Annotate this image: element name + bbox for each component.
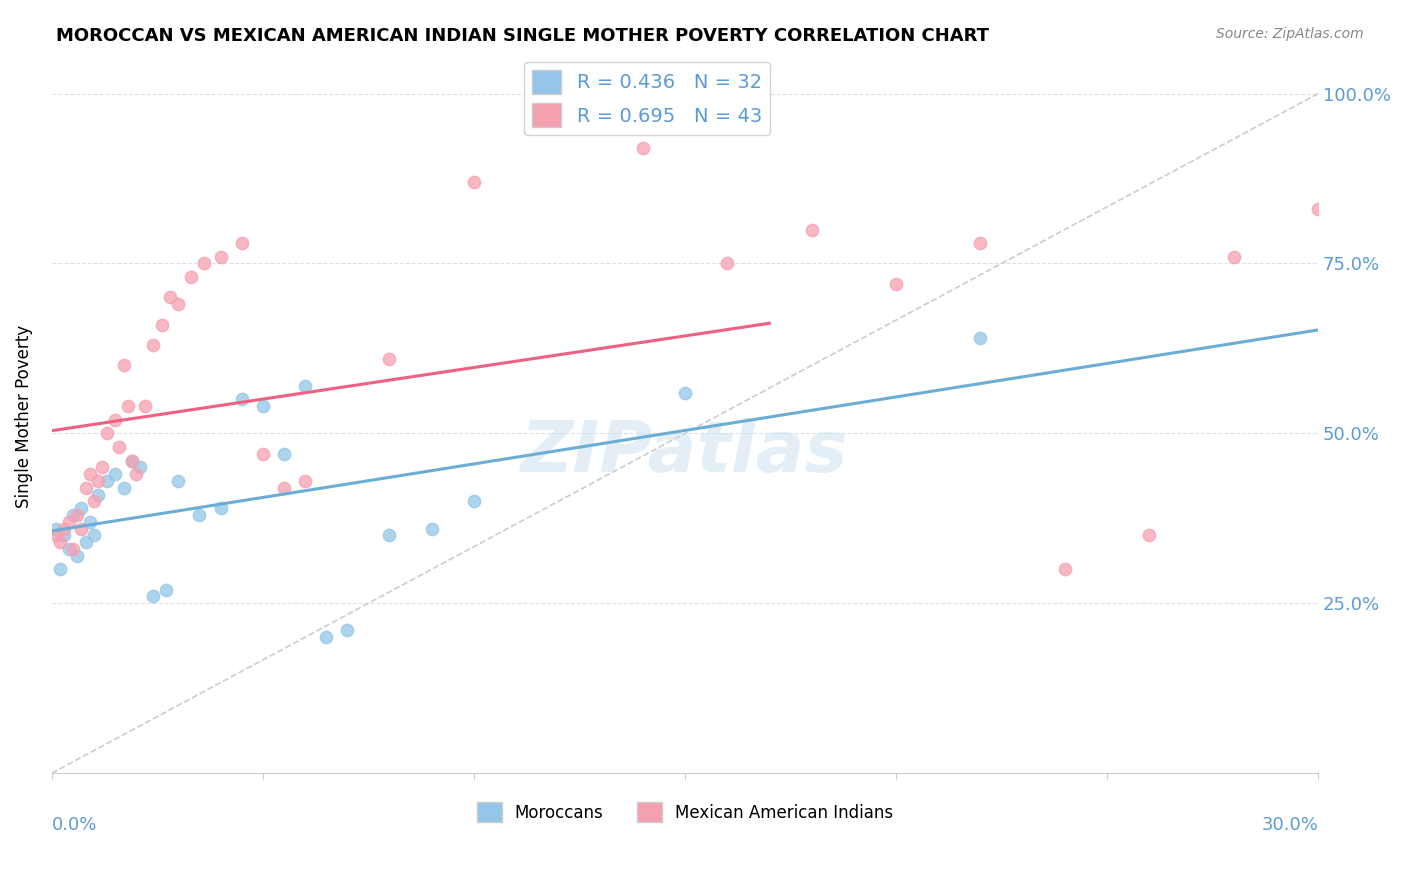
- Text: ZIPatlas: ZIPatlas: [522, 417, 849, 486]
- Point: [83, 494, 105, 508]
- Point: [209, 250, 232, 264]
- Text: 30.0%: 30.0%: [1261, 816, 1319, 834]
- Point: [167, 297, 190, 311]
- Point: [209, 501, 232, 516]
- Point: [96, 426, 118, 441]
- Point: [87, 474, 110, 488]
- Point: [45, 522, 67, 536]
- Text: Source: ZipAtlas.com: Source: ZipAtlas.com: [1216, 27, 1364, 41]
- Point: [121, 453, 143, 467]
- Point: [547, 107, 569, 121]
- Point: [463, 175, 485, 189]
- Point: [294, 474, 316, 488]
- Point: [58, 541, 80, 556]
- Point: [1137, 528, 1160, 542]
- Point: [49, 562, 72, 576]
- Point: [96, 474, 118, 488]
- Point: [117, 399, 139, 413]
- Point: [336, 624, 359, 638]
- Point: [112, 359, 135, 373]
- Point: [45, 528, 67, 542]
- Legend: Moroccans, Mexican American Indians: Moroccans, Mexican American Indians: [470, 796, 900, 829]
- Point: [70, 501, 93, 516]
- Point: [155, 582, 177, 597]
- Point: [62, 541, 84, 556]
- Point: [1308, 202, 1330, 216]
- Point: [159, 290, 181, 304]
- Point: [58, 515, 80, 529]
- Point: [142, 590, 165, 604]
- Point: [420, 522, 443, 536]
- Y-axis label: Single Mother Poverty: Single Mother Poverty: [15, 325, 32, 508]
- Point: [273, 481, 295, 495]
- Point: [631, 141, 654, 155]
- Point: [49, 535, 72, 549]
- Point: [969, 331, 991, 345]
- Point: [294, 379, 316, 393]
- Point: [112, 481, 135, 495]
- Text: MOROCCAN VS MEXICAN AMERICAN INDIAN SINGLE MOTHER POVERTY CORRELATION CHART: MOROCCAN VS MEXICAN AMERICAN INDIAN SING…: [56, 27, 990, 45]
- Point: [188, 508, 211, 522]
- Point: [121, 453, 143, 467]
- Point: [800, 222, 823, 236]
- Point: [83, 528, 105, 542]
- Point: [66, 508, 89, 522]
- Point: [167, 474, 190, 488]
- Point: [87, 487, 110, 501]
- Point: [70, 522, 93, 536]
- Point: [252, 399, 274, 413]
- Point: [129, 460, 152, 475]
- Point: [75, 535, 97, 549]
- Point: [716, 256, 738, 270]
- Point: [180, 270, 202, 285]
- Point: [1222, 250, 1244, 264]
- Point: [91, 460, 114, 475]
- Point: [193, 256, 215, 270]
- Point: [378, 351, 401, 366]
- Point: [125, 467, 148, 482]
- Point: [1053, 562, 1076, 576]
- Point: [463, 494, 485, 508]
- Point: [969, 236, 991, 251]
- Point: [673, 385, 696, 400]
- Point: [273, 447, 295, 461]
- Point: [252, 447, 274, 461]
- Point: [884, 277, 907, 291]
- Point: [104, 413, 127, 427]
- Point: [134, 399, 156, 413]
- Point: [66, 549, 89, 563]
- Text: 0.0%: 0.0%: [52, 816, 97, 834]
- Point: [75, 481, 97, 495]
- Point: [142, 338, 165, 352]
- Point: [315, 630, 337, 644]
- Point: [79, 515, 101, 529]
- Point: [108, 440, 131, 454]
- Point: [62, 508, 84, 522]
- Point: [79, 467, 101, 482]
- Point: [231, 236, 253, 251]
- Point: [231, 392, 253, 407]
- Point: [150, 318, 173, 332]
- Point: [53, 528, 76, 542]
- Point: [104, 467, 127, 482]
- Point: [53, 522, 76, 536]
- Point: [378, 528, 401, 542]
